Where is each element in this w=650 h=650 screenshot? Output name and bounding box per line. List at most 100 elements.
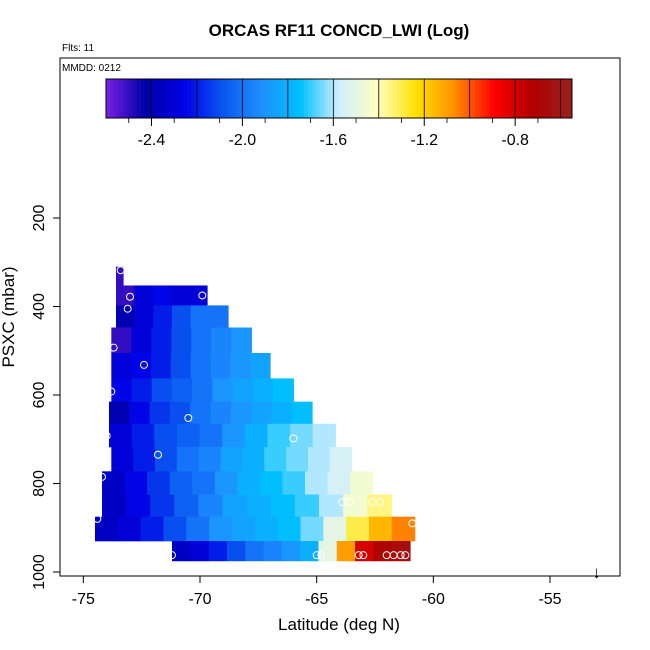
colorbar-swatch (381, 79, 387, 118)
heatmap (95, 266, 416, 562)
heatmap-cell (151, 327, 172, 354)
heatmap-cell (252, 378, 274, 402)
heatmap-cell (294, 494, 320, 517)
heatmap-cell (214, 471, 238, 495)
colorbar-tick-label: -1.2 (410, 132, 438, 149)
date-label: MMDD: 0212 (62, 63, 121, 74)
colorbar-swatch (106, 79, 111, 118)
colorbar-swatch (137, 79, 142, 118)
heatmap-cell (191, 327, 212, 354)
colorbar-swatch (540, 79, 546, 118)
colorbar-tick-label: -0.8 (501, 132, 529, 149)
heatmap-cell (273, 378, 294, 402)
sample-point (98, 472, 106, 481)
heatmap-cell (155, 446, 178, 472)
colorbar-swatch (455, 79, 460, 118)
colorbar-tick-label: -1.6 (320, 132, 348, 149)
colorbar-swatch (121, 79, 126, 118)
colorbar-swatch (335, 79, 340, 118)
colorbar-swatch (195, 79, 200, 118)
colorbar-swatch (408, 79, 414, 118)
colorbar-swatch (265, 79, 270, 118)
heatmap-cell (131, 327, 152, 354)
colorbar-swatch (199, 79, 204, 118)
heatmap-cell (209, 305, 229, 328)
colorbar-swatch (144, 79, 150, 118)
heatmap-cell (170, 352, 192, 379)
colorbar-tick-label: -2.0 (229, 132, 257, 149)
heatmap-cell (300, 541, 320, 562)
colorbar-swatch (463, 79, 468, 118)
heatmap-cell (116, 266, 124, 286)
sample-point (289, 434, 298, 443)
heatmap-cell (131, 378, 153, 402)
heatmap-cell (307, 446, 331, 472)
heatmap-cell (95, 516, 119, 542)
colorbar-swatch (556, 79, 561, 118)
colorbar-swatch (183, 79, 189, 118)
colorbar-swatch (552, 79, 557, 118)
heatmap-cell (192, 378, 214, 402)
colorbar-swatch (436, 79, 441, 118)
heatmap-cell (212, 378, 234, 402)
colorbar-swatch (339, 79, 344, 118)
colorbar-swatch (529, 79, 534, 118)
colorbar-swatch (564, 79, 569, 118)
colorbar-swatch (315, 79, 321, 118)
x-axis: -75 -70 -65 -60 -55 (72, 575, 562, 608)
heatmap-cell (133, 446, 156, 472)
colorbar-swatch (509, 79, 515, 118)
colorbar-swatch (505, 79, 511, 118)
colorbar-swatch (253, 79, 258, 118)
heatmap-cell (199, 423, 223, 448)
colorbar-swatch (238, 79, 243, 118)
colorbar-swatch (280, 79, 286, 118)
heatmap-cell (129, 401, 151, 425)
colorbar-swatch (179, 79, 185, 118)
x-tick-label: -55 (538, 591, 561, 608)
colorbar-swatch (261, 79, 266, 118)
colorbar-swatch (428, 79, 433, 118)
heatmap-cell (209, 516, 233, 542)
colorbar-swatch (544, 79, 550, 118)
heatmap-cell (176, 446, 200, 472)
sample-point (359, 551, 368, 560)
heatmap-cell (170, 285, 190, 306)
heatmap-cell (111, 352, 132, 379)
colorbar-swatch (517, 79, 523, 118)
colorbar-tick-label: -2.4 (138, 132, 166, 149)
heatmap-cell (281, 541, 301, 562)
heatmap-cell (117, 516, 142, 542)
colorbar-swatch (568, 79, 573, 118)
heatmap-cell (346, 516, 370, 542)
sample-point (109, 343, 118, 352)
heatmap-cell (282, 471, 306, 495)
colorbar-swatch (362, 79, 367, 118)
heatmap-cell (190, 541, 210, 562)
heatmap-cell (286, 446, 309, 472)
heatmap-cell (208, 541, 228, 562)
colorbar-swatch (537, 79, 542, 118)
heatmap-cell (250, 352, 271, 379)
heatmap-cell (327, 471, 351, 495)
sample-point (375, 498, 384, 507)
heatmap-cell (246, 494, 272, 517)
colorbar-swatch (272, 79, 278, 118)
heatmap-cell (323, 516, 347, 542)
colorbar-swatch (319, 79, 324, 118)
heatmap-cell (242, 446, 265, 472)
colorbar-swatch (494, 79, 499, 118)
heatmap-cell (116, 285, 135, 306)
heatmap-cell (232, 378, 254, 402)
colorbar-swatch (385, 79, 390, 118)
colorbar-swatch (389, 79, 394, 118)
sample-point (401, 551, 410, 560)
colorbar-swatch (311, 79, 317, 118)
heatmap-cell (312, 423, 336, 448)
colorbar-swatch (140, 79, 146, 118)
heatmap-cell (134, 285, 153, 306)
heatmap-cell (277, 516, 302, 542)
colorbar-swatch (342, 79, 348, 118)
heatmap-cell (210, 352, 231, 379)
